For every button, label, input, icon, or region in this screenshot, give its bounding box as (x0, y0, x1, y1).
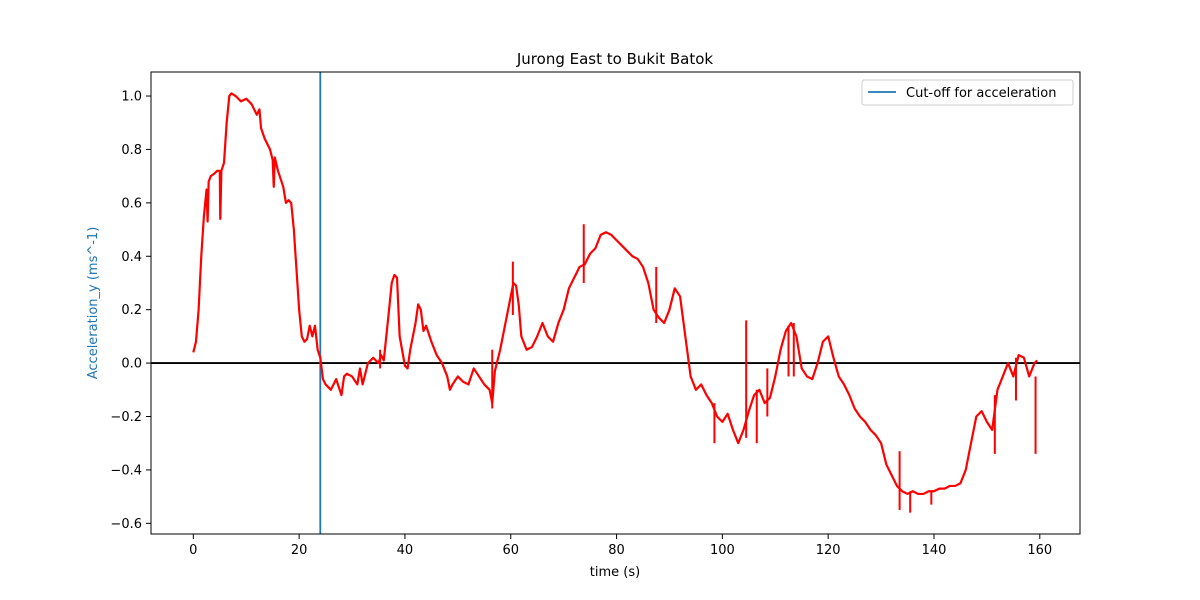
legend-box (861, 79, 1074, 106)
x-tick-label: 140 (922, 543, 947, 558)
y-axis: −0.6 −0.4 −0.2 0.0 0.2 0.4 0.6 0.8 1.0 (110, 90, 151, 532)
x-axis-label: time (s) (590, 565, 640, 580)
y-tick-label: 0.8 (121, 143, 142, 158)
y-axis-label: Acceleration_y (ms^-1) (86, 227, 101, 380)
x-tick-label: 160 (1027, 543, 1052, 558)
x-tick-label: 0 (189, 543, 197, 558)
x-tick-label: 60 (502, 543, 519, 558)
legend: Cut-off for acceleration (861, 79, 1074, 106)
series-line (192, 92, 1038, 496)
x-tick-label: 80 (608, 543, 625, 558)
spike-group (219, 170, 1037, 513)
legend-label: Cut-off for acceleration (906, 86, 1056, 101)
y-tick-label: 1.0 (121, 90, 142, 105)
chart-title: Jurong East to Bukit Batok (516, 50, 714, 68)
y-tick-label: 0.4 (121, 250, 142, 265)
y-tick-label: −0.4 (110, 463, 142, 478)
x-axis: 0 20 40 60 80 100 120 140 160 (189, 534, 1052, 558)
x-tick-label: 40 (397, 543, 414, 558)
y-tick-label: −0.2 (110, 410, 142, 425)
y-tick-label: −0.6 (110, 517, 142, 532)
plot-area (151, 72, 1080, 534)
y-tick-label: 0.6 (121, 196, 142, 211)
y-tick-label: 0.0 (121, 357, 142, 372)
x-tick-label: 120 (816, 543, 841, 558)
x-tick-label: 20 (291, 543, 308, 558)
x-tick-label: 100 (710, 543, 735, 558)
plot-frame (150, 71, 1081, 535)
y-tick-label: 0.2 (121, 303, 142, 318)
